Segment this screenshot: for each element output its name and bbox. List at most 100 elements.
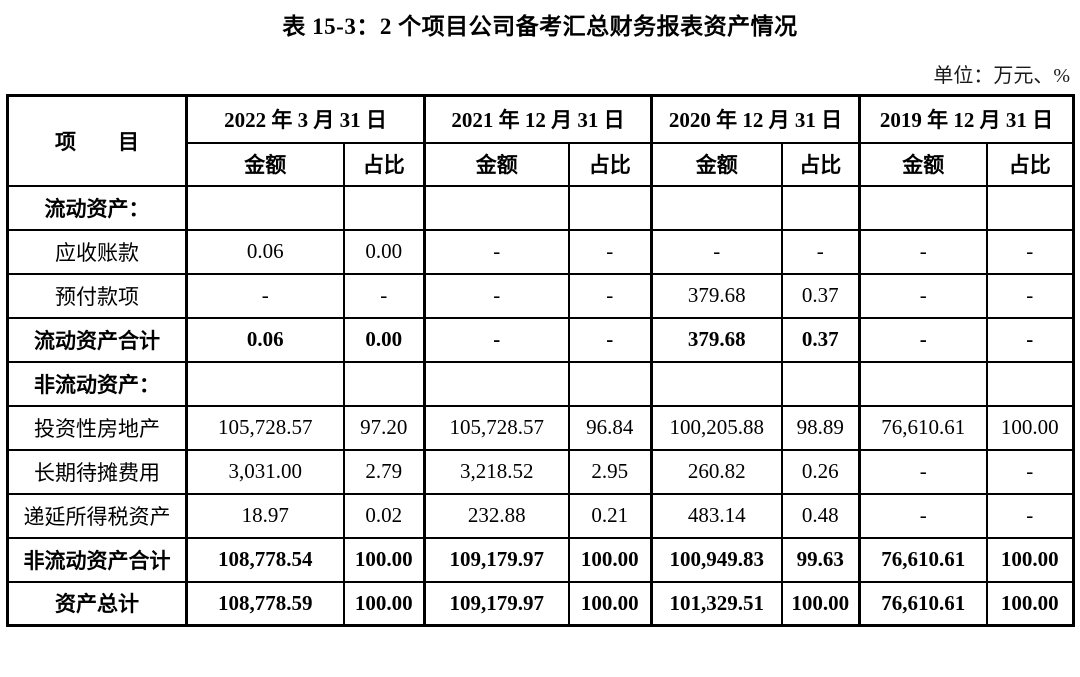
row-label-cell: 非流动资产合计 [6,536,188,583]
amount-value-cell: - [185,272,345,319]
ratio-value-cell: 100.00 [985,404,1075,451]
amount-value-cell: 18.97 [185,492,345,539]
header-row-dates: 项 目 2022 年 3 月 31 日 2021 年 12 月 31 日 2020 年… [6,94,1075,187]
table-row: 非流动资产： [6,360,1075,407]
amount-value-cell: 100,949.83 [650,536,783,583]
ratio-value-cell: 100.00 [342,580,426,627]
amount-value-cell: - [423,272,570,319]
amount-subheader-cell: 金额 [423,141,570,187]
ratio-value-cell: - [985,272,1075,319]
amount-value-cell: 3,218.52 [423,448,570,495]
table-title: 表 15-3：2 个项目公司备考汇总财务报表资产情况 [282,14,798,39]
ratio-value-cell: 97.20 [342,404,426,451]
amount-value-cell: - [423,228,570,275]
amount-value-cell [185,360,345,407]
amount-value-cell: 379.68 [650,272,783,319]
ratio-value-cell: 0.37 [780,316,861,363]
ratio-value-cell: - [985,228,1075,275]
amount-value-cell: 108,778.54 [185,536,345,583]
table-row: 递延所得税资产 18.97 0.02 232.88 0.21 483.14 0.48- - [6,492,1075,539]
ratio-value-cell [985,360,1075,407]
row-label-cell: 应收账款 [6,228,188,275]
ratio-value-cell: 0.21 [567,492,653,539]
row-label-cell: 递延所得税资产 [6,492,188,539]
table-head: 项 目 2022 年 3 月 31 日 2021 年 12 月 31 日 2020 年… [6,94,1075,187]
financial-assets-table: 项 目 2022 年 3 月 31 日 2021 年 12 月 31 日 2020 年… [6,94,1075,627]
ratio-value-cell [342,360,426,407]
row-label-cell: 长期待摊费用 [6,448,188,495]
amount-value-cell: - [858,448,988,495]
amount-value-cell: 0.06 [185,228,345,275]
date-header-cell: 2020 年 12 月 31 日 [650,94,861,144]
ratio-value-cell [780,184,861,231]
table-row: 资产总计 108,778.59 100.00 109,179.97 100.00 101,… [6,580,1075,627]
item-header-cell: 项 目 [6,94,188,187]
amount-value-cell [650,184,783,231]
ratio-value-cell [780,360,861,407]
ratio-value-cell: 100.00 [780,580,861,627]
unit-note: 单位：万元、% [933,65,1070,87]
ratio-value-cell: 0.48 [780,492,861,539]
amount-value-cell: - [858,316,988,363]
date-header-cell: 2022 年 3 月 31 日 [185,94,426,144]
amount-value-cell: 109,179.97 [423,580,570,627]
amount-value-cell: 109,179.97 [423,536,570,583]
ratio-value-cell: 0.02 [342,492,426,539]
date-header-cell: 2021 年 12 月 31 日 [423,94,653,144]
ratio-value-cell: 98.89 [780,404,861,451]
amount-value-cell: 76,610.61 [858,536,988,583]
ratio-value-cell: 0.00 [342,316,426,363]
ratio-value-cell [567,184,653,231]
amount-value-cell [185,184,345,231]
amount-subheader-cell: 金额 [858,141,988,187]
row-label-cell: 流动资产合计 [6,316,188,363]
amount-subheader-cell: 金额 [185,141,345,187]
amount-value-cell: 0.06 [185,316,345,363]
amount-value-cell [858,184,988,231]
amount-value-cell: 101,329.51 [650,580,783,627]
ratio-value-cell: 100.00 [985,580,1075,627]
table-row: 流动资产合计 0.06 0.00- -379.68 0.37- - [6,316,1075,363]
ratio-value-cell: 96.84 [567,404,653,451]
ratio-value-cell: - [567,228,653,275]
table-row: 应收账款 0.06 0.00- - - - - - [6,228,1075,275]
amount-value-cell: - [423,316,570,363]
ratio-value-cell: 2.95 [567,448,653,495]
row-label-cell: 投资性房地产 [6,404,188,451]
amount-value-cell: 105,728.57 [423,404,570,451]
amount-value-cell: 100,205.88 [650,404,783,451]
amount-value-cell: 105,728.57 [185,404,345,451]
ratio-value-cell: - [985,316,1075,363]
ratio-value-cell: - [985,492,1075,539]
amount-value-cell: - [858,228,988,275]
amount-value-cell: 76,610.61 [858,580,988,627]
amount-value-cell: 483.14 [650,492,783,539]
ratio-value-cell: 2.79 [342,448,426,495]
amount-value-cell [858,360,988,407]
ratio-value-cell: 100.00 [985,536,1075,583]
header-row-subcolumns: 金额 占比 金额 占比 金额 占比 金额 占比 [8,141,1075,187]
amount-value-cell [423,184,570,231]
ratio-value-cell: 0.26 [780,448,861,495]
amount-subheader-cell: 金额 [650,141,783,187]
table-row: 非流动资产合计 108,778.54 100.00 109,179.97 100.00 1… [6,536,1075,583]
ratio-value-cell: - [567,316,653,363]
table-body: 流动资产： 应收账款 0.06 0.00- - - - - - 预付款项 - - - -379.68 0.3… [6,184,1075,627]
ratio-value-cell: - [780,228,861,275]
ratio-value-cell: 100.00 [567,580,653,627]
ratio-value-cell: 100.00 [567,536,653,583]
ratio-value-cell: - [342,272,426,319]
row-label-cell: 预付款项 [6,272,188,319]
amount-value-cell: 3,031.00 [185,448,345,495]
table-row: 投资性房地产 105,728.57 97.20 105,728.57 96.84 100,… [6,404,1075,451]
table-row: 预付款项 - - - -379.68 0.37- - [6,272,1075,319]
amount-value-cell: 260.82 [650,448,783,495]
row-label-cell: 流动资产： [6,184,188,231]
amount-value-cell: 379.68 [650,316,783,363]
ratio-value-cell: 100.00 [342,536,426,583]
amount-value-cell: 76,610.61 [858,404,988,451]
amount-value-cell: 232.88 [423,492,570,539]
amount-value-cell: - [650,228,783,275]
amount-value-cell [650,360,783,407]
